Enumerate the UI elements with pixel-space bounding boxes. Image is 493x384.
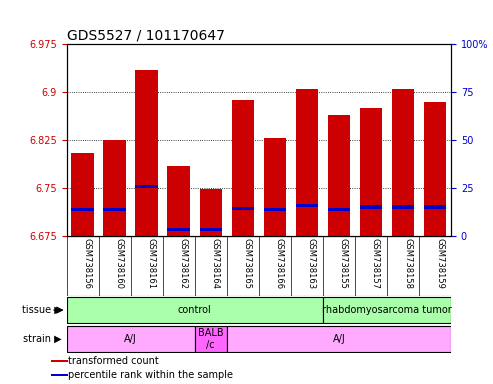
Bar: [168, 166, 190, 236]
Bar: [67, 297, 323, 323]
Text: GSM738161: GSM738161: [147, 238, 156, 289]
Bar: [323, 297, 451, 323]
Bar: [232, 207, 254, 210]
Text: control: control: [178, 305, 211, 315]
Text: GSM738159: GSM738159: [435, 238, 444, 289]
Bar: [200, 189, 222, 236]
Bar: [51, 374, 68, 376]
Text: A/J: A/J: [333, 334, 345, 344]
Text: GSM738160: GSM738160: [115, 238, 124, 289]
Bar: [264, 138, 286, 236]
Text: percentile rank within the sample: percentile rank within the sample: [68, 370, 233, 380]
Bar: [71, 208, 94, 211]
Bar: [328, 114, 350, 236]
Text: GSM738164: GSM738164: [211, 238, 220, 289]
Text: GSM738158: GSM738158: [403, 238, 412, 289]
Text: GSM738155: GSM738155: [339, 238, 348, 289]
Bar: [200, 228, 222, 231]
Bar: [168, 228, 190, 231]
Bar: [51, 360, 68, 362]
Text: BALB
/c: BALB /c: [198, 328, 223, 350]
Bar: [328, 208, 350, 211]
Text: transformed count: transformed count: [68, 356, 159, 366]
Text: GSM738162: GSM738162: [179, 238, 188, 289]
Text: GSM738157: GSM738157: [371, 238, 380, 289]
Bar: [227, 326, 451, 352]
Bar: [136, 70, 158, 236]
Bar: [392, 205, 414, 209]
Bar: [424, 102, 446, 236]
Bar: [136, 185, 158, 188]
Bar: [264, 208, 286, 211]
Text: GSM738165: GSM738165: [243, 238, 252, 289]
Bar: [195, 326, 227, 352]
Text: tissue ▶: tissue ▶: [22, 305, 62, 315]
Text: GDS5527 / 101170647: GDS5527 / 101170647: [67, 29, 224, 43]
Bar: [104, 140, 126, 236]
Bar: [392, 89, 414, 236]
Bar: [71, 153, 94, 236]
Bar: [104, 208, 126, 211]
Bar: [424, 205, 446, 209]
Bar: [232, 100, 254, 236]
Bar: [360, 205, 382, 209]
Text: GSM738166: GSM738166: [275, 238, 284, 289]
Bar: [296, 204, 318, 207]
Text: rhabdomyosarcoma tumor: rhabdomyosarcoma tumor: [322, 305, 452, 315]
Bar: [360, 108, 382, 236]
Text: A/J: A/J: [124, 334, 137, 344]
Text: strain ▶: strain ▶: [23, 334, 62, 344]
Bar: [296, 89, 318, 236]
Text: GSM738163: GSM738163: [307, 238, 316, 289]
Bar: [67, 326, 195, 352]
Text: GSM738156: GSM738156: [83, 238, 92, 289]
